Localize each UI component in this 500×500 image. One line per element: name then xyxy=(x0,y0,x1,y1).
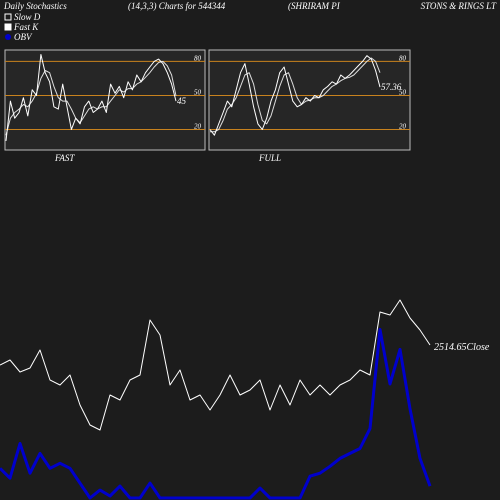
panel xyxy=(4,49,206,151)
y-tick-label: 80 xyxy=(194,54,202,62)
stoch-line xyxy=(209,55,381,136)
close-line xyxy=(0,299,431,431)
legend-swatch xyxy=(4,13,12,21)
stoch-line xyxy=(5,54,177,141)
y-tick-label: 20 xyxy=(194,123,202,131)
y-tick-label: 50 xyxy=(194,88,202,96)
legend-swatch xyxy=(4,23,12,31)
value-label: 57.36 xyxy=(381,82,402,92)
value-label: 45 xyxy=(177,96,187,106)
series-label: Close xyxy=(467,342,490,353)
chart-title: Daily Stochastics xyxy=(3,1,67,11)
obv-line xyxy=(0,328,432,500)
legend-entry: Slow D xyxy=(14,12,41,22)
stock-name: STONS & RINGS LT xyxy=(421,1,497,11)
legend-swatch xyxy=(5,34,11,40)
legend-entry: OBV xyxy=(14,32,33,42)
panel-label: FULL xyxy=(258,153,281,163)
stock-name: (SHRIRAM PI xyxy=(288,1,341,11)
panel-label: FAST xyxy=(54,153,75,163)
y-tick-label: 80 xyxy=(399,54,407,62)
y-tick-label: 50 xyxy=(399,88,407,96)
stoch-line xyxy=(210,57,381,133)
y-tick-label: 20 xyxy=(399,123,407,131)
legend-entry: Fast K xyxy=(13,22,39,32)
chart-params: (14,3,3) Charts for 544344 xyxy=(128,1,226,11)
value-label: 2514.65 xyxy=(434,342,467,353)
